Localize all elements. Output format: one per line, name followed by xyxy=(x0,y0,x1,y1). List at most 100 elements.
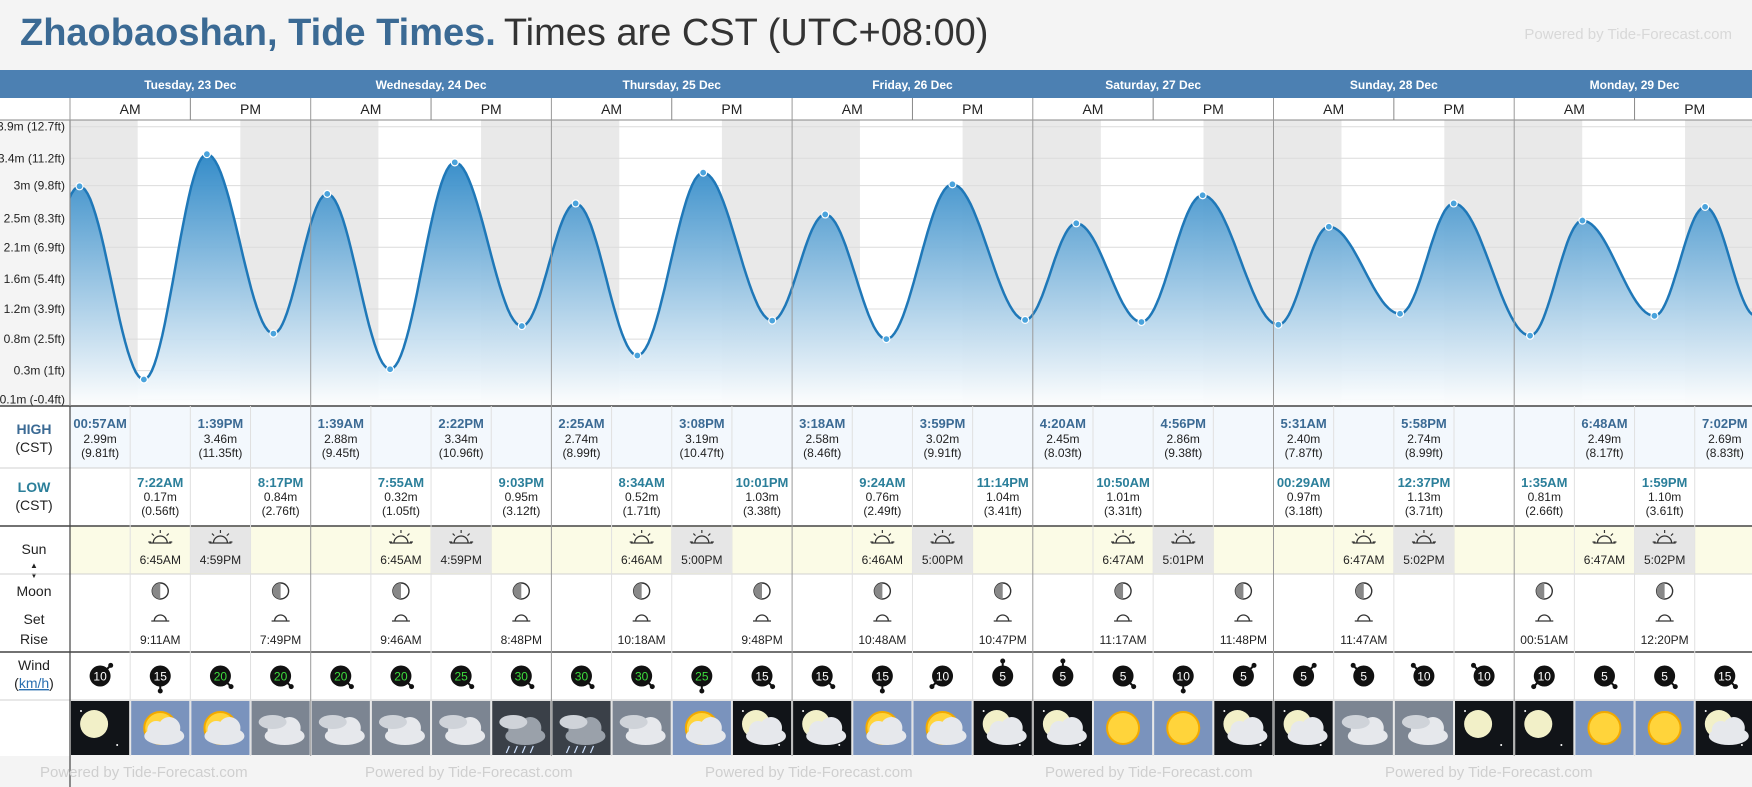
sun-arc xyxy=(393,535,409,544)
cloud-icon xyxy=(619,715,666,745)
y-tick-label: 2.1m (6.9ft) xyxy=(4,240,65,254)
low-tide-time: 10:50AM xyxy=(1096,475,1149,490)
high-tide-feet: (8.17ft) xyxy=(1585,446,1623,460)
low-tide-feet: (3.71ft) xyxy=(1405,504,1443,518)
wind-speed: 30 xyxy=(575,670,589,684)
high-row-tz: (CST) xyxy=(15,439,52,455)
tide-point xyxy=(1072,219,1081,228)
wind-circle xyxy=(1714,665,1736,687)
star-icon xyxy=(1223,710,1226,712)
low-tide-feet: (3.12ft) xyxy=(502,504,540,518)
high-tide-feet: (8.99ft) xyxy=(562,446,600,460)
wind-arrow-head xyxy=(830,684,836,690)
moon-phase-icon xyxy=(1234,582,1253,600)
sun-ray xyxy=(1189,533,1193,537)
high-tide-time: 5:58PM xyxy=(1401,416,1447,431)
wind-row-label: Wind xyxy=(18,657,50,673)
sun-ray xyxy=(1655,533,1659,537)
rain-drop xyxy=(573,745,579,754)
wind-circle xyxy=(570,665,592,687)
low-tide-feet: (2.49ft) xyxy=(863,504,901,518)
sun-ray xyxy=(888,533,892,537)
powered-by-top[interactable]: Powered by Tide-Forecast.com xyxy=(1524,26,1732,43)
wind-speed: 15 xyxy=(755,670,769,684)
sun-arrow-up: ▲ xyxy=(30,561,38,570)
low-tide-time: 8:34AM xyxy=(619,475,665,490)
rain-drop xyxy=(505,745,510,754)
sunrise-time: 6:45AM xyxy=(140,553,181,567)
wind-speed: 25 xyxy=(454,670,468,684)
rain-drop xyxy=(529,745,534,754)
moon-arc xyxy=(755,614,769,622)
kmh-link: km/h xyxy=(19,675,49,691)
sun-ray xyxy=(948,533,952,537)
low-tide-height: 1.13m xyxy=(1407,490,1440,504)
wind-arrow-head xyxy=(1672,684,1678,690)
am-label: AM xyxy=(1564,101,1585,117)
sunrise-time: 6:47AM xyxy=(1343,553,1384,567)
high-tide-height: 2.58m xyxy=(806,432,839,446)
cloud-part xyxy=(820,717,843,739)
wind-circle xyxy=(1112,665,1134,687)
rain-drop xyxy=(513,745,518,754)
wind-arrow-head xyxy=(469,684,475,690)
star-icon xyxy=(1283,710,1286,712)
tide-point xyxy=(571,199,580,208)
wind-arrow-head xyxy=(1251,662,1257,668)
sun-icon xyxy=(1587,711,1622,745)
moon-horizon-icon xyxy=(391,614,410,622)
page-title: Zhaobaoshan, Tide Times. Times are CST (U… xyxy=(20,12,988,55)
sunrise-icon xyxy=(388,530,413,544)
sun-arc xyxy=(1416,535,1432,544)
sun-ray xyxy=(1610,533,1614,537)
high-tide-height: 2.69m xyxy=(1708,432,1741,446)
cloud-part xyxy=(218,717,241,739)
moon-horizon-icon xyxy=(1535,614,1554,622)
high-tide-feet: (9.45ft) xyxy=(322,446,360,460)
low-tide-height: 0.17m xyxy=(144,490,177,504)
y-tick-label: 0.8m (2.5ft) xyxy=(4,332,65,346)
paren: ( xyxy=(14,675,19,691)
wind-arrow-head xyxy=(1410,662,1416,668)
high-row-label: HIGH xyxy=(17,421,52,437)
wind-circle xyxy=(631,665,653,687)
wind-arrow-head xyxy=(1350,662,1356,668)
high-tide-time: 4:20AM xyxy=(1040,416,1086,431)
low-tide-feet: (1.05ft) xyxy=(382,504,420,518)
star-icon xyxy=(1704,710,1707,712)
moon-row-label: Moon xyxy=(16,583,51,599)
sunrise-time: 6:46AM xyxy=(862,553,903,567)
wind-circle xyxy=(1353,665,1375,687)
y-tick-label: 3.9m (12.7ft) xyxy=(0,120,65,134)
am-label: AM xyxy=(601,101,622,117)
low-tide-time: 1:59PM xyxy=(1642,475,1688,490)
star-icon xyxy=(1042,710,1045,712)
high-tide-time: 3:18AM xyxy=(799,416,845,431)
am-label: AM xyxy=(842,101,863,117)
sun-arc xyxy=(152,535,168,544)
cloud-part xyxy=(940,717,963,739)
low-tide-feet: (0.56ft) xyxy=(141,504,179,518)
watermark: Powered by Tide-Forecast.com xyxy=(365,764,573,781)
moon-phase-icon xyxy=(1655,582,1674,600)
moon-event-time: 9:11AM xyxy=(140,633,180,647)
wind-speed: 25 xyxy=(695,670,709,684)
watermark: Powered by Tide-Forecast.com xyxy=(1385,764,1593,781)
sun-arc xyxy=(694,535,710,544)
sun-ray xyxy=(1595,533,1599,537)
sunrise-time: 6:47AM xyxy=(1584,553,1625,567)
high-tide-time: 00:57AM xyxy=(73,416,126,431)
wind-speed: 10 xyxy=(1177,670,1191,684)
star-icon xyxy=(1018,744,1021,746)
wind-circle xyxy=(510,665,532,687)
moon-event-time: 10:48AM xyxy=(858,633,906,647)
cloud-icon xyxy=(499,715,546,745)
moon-arc xyxy=(996,614,1010,622)
high-tide-height: 2.88m xyxy=(324,432,357,446)
low-tide-height: 1.04m xyxy=(986,490,1019,504)
tide-point xyxy=(1137,317,1146,327)
sun-ray xyxy=(452,533,456,537)
cloud-part xyxy=(318,715,347,729)
wind-speed: 10 xyxy=(1538,670,1552,684)
wind-arrow-head xyxy=(108,662,114,668)
